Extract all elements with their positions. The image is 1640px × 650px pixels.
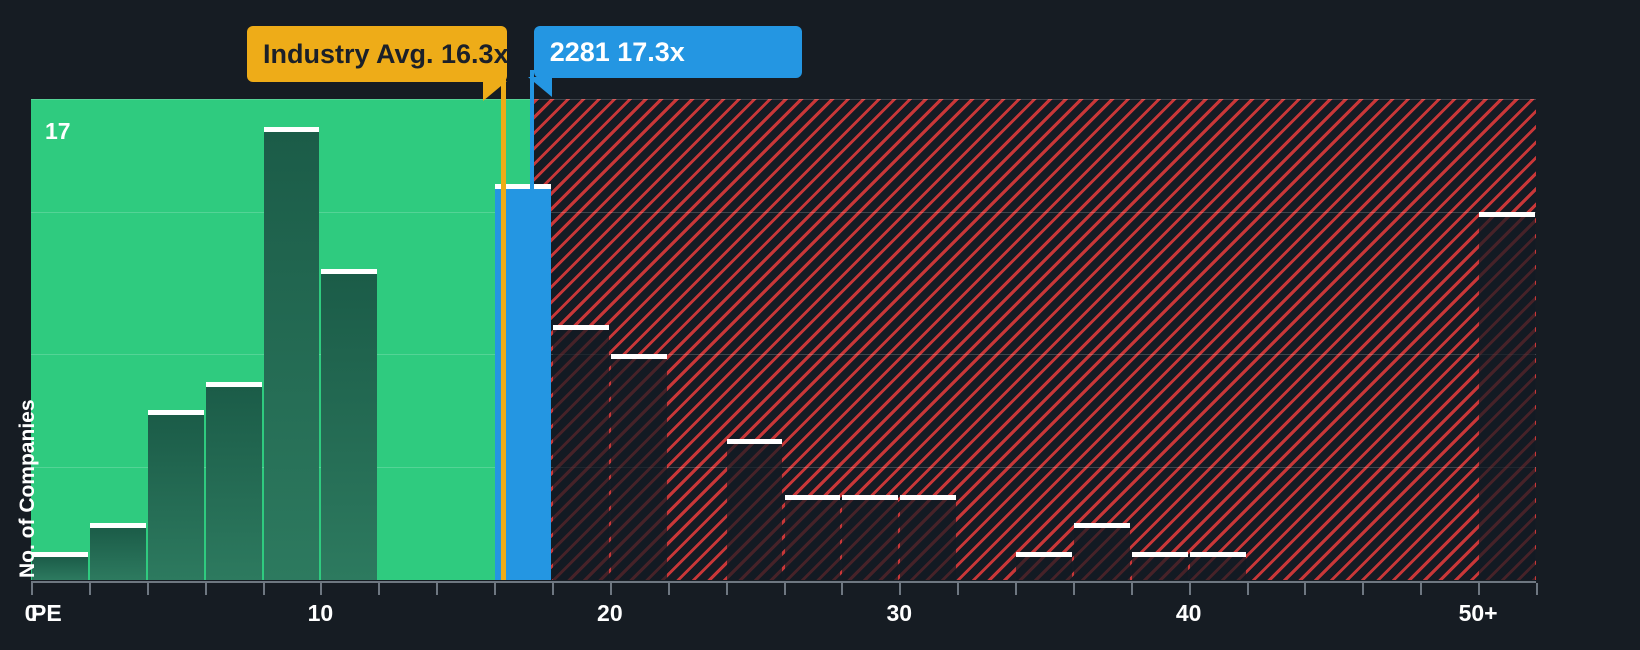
- x-tick-36: [1072, 583, 1075, 595]
- pe-axis-prefix-label: PE: [31, 600, 62, 626]
- x-axis-label-50plus: 50+: [1458, 600, 1498, 626]
- x-tick-2: [88, 583, 91, 595]
- bar-cap: [321, 268, 378, 274]
- y-axis-title: No. of Companies: [16, 399, 39, 578]
- x-tick-4: [146, 583, 149, 595]
- x-tick-10: [320, 583, 323, 595]
- bar-cap: [726, 438, 783, 444]
- bar-body: [1479, 217, 1535, 580]
- industry-average-tooltip[interactable]: Industry Avg. 16.3x: [247, 26, 509, 82]
- x-tick-30: [899, 583, 902, 595]
- bar-cap: [784, 495, 841, 501]
- bar-2-4[interactable]: [89, 523, 146, 580]
- bar-body: [89, 528, 146, 580]
- bar-cap: [1131, 551, 1188, 557]
- x-axis-label-0: 0: [24, 600, 38, 626]
- x-tick-40: [1188, 583, 1191, 595]
- bar-cap: [1189, 551, 1246, 557]
- x-axis-line: [31, 581, 1536, 583]
- x-tick-38: [1130, 583, 1133, 595]
- x-tick-8: [262, 583, 265, 595]
- bar-18-20[interactable]: [552, 325, 609, 580]
- x-tick-28: [841, 583, 844, 595]
- bar-body: [1189, 556, 1246, 580]
- x-tick-12: [378, 583, 381, 595]
- bar-cap: [552, 325, 609, 331]
- bar-cap: [263, 127, 320, 133]
- bar-cap: [1479, 212, 1535, 218]
- bar-body: [610, 358, 667, 580]
- x-tick-52: [1536, 583, 1538, 595]
- bar-30-32[interactable]: [900, 495, 957, 580]
- x-tick-44: [1304, 583, 1307, 595]
- x-tick-0: [31, 583, 33, 595]
- bar-cap: [89, 523, 146, 529]
- bar-body: [321, 273, 378, 580]
- bar-body: [32, 556, 88, 580]
- bar-body: [1131, 556, 1188, 580]
- bar-50plus[interactable]: [1479, 212, 1535, 580]
- plot-area: [31, 99, 1536, 580]
- bar-cap: [842, 495, 899, 501]
- x-tick-18: [551, 583, 554, 595]
- bar-28-30[interactable]: [842, 495, 899, 580]
- company-pe-tooltip-tail: [527, 77, 552, 97]
- company-pe-marker-line: [529, 70, 534, 580]
- expensive-zone: [531, 99, 1536, 580]
- bar-body: [900, 500, 957, 580]
- x-tick-34: [1015, 583, 1018, 595]
- x-tick-24: [725, 583, 728, 595]
- bar-body: [205, 386, 262, 580]
- bar-body: [1016, 556, 1072, 580]
- x-axis-label-10: 10: [307, 600, 334, 626]
- industry-average-marker-line: [500, 70, 506, 580]
- x-tick-14: [436, 583, 439, 595]
- bar-cap: [205, 381, 262, 387]
- bar-body: [1073, 528, 1130, 580]
- bar-10-12[interactable]: [321, 268, 378, 580]
- bar-cap: [147, 410, 204, 416]
- bar-0-2[interactable]: [32, 551, 88, 580]
- bar-24-26[interactable]: [726, 438, 783, 580]
- x-tick-6: [204, 583, 207, 595]
- bar-body: [726, 443, 783, 580]
- company-pe-tooltip[interactable]: 2281 17.3x: [533, 26, 802, 78]
- x-axis-label-20: 20: [597, 600, 623, 626]
- bar-cap: [610, 353, 667, 359]
- x-axis-label-40: 40: [1175, 600, 1202, 626]
- x-tick-16: [494, 583, 497, 595]
- y-axis-max-label: 17: [45, 118, 71, 144]
- industry-average-tooltip-tail: [482, 81, 507, 101]
- bar-cap: [32, 551, 88, 557]
- bar-body: [784, 500, 841, 580]
- x-tick-20: [609, 583, 612, 595]
- x-tick-50: [1478, 583, 1481, 595]
- bar-34-36[interactable]: [1016, 551, 1072, 580]
- bar-40-42[interactable]: [1189, 551, 1246, 580]
- bar-body: [147, 415, 204, 580]
- x-tick-48: [1420, 583, 1423, 595]
- bar-36-38[interactable]: [1073, 523, 1130, 580]
- x-tick-42: [1246, 583, 1249, 595]
- bar-series: [31, 99, 1536, 580]
- bar-cap: [495, 183, 551, 189]
- bar-body: [842, 500, 899, 580]
- bar-38-40[interactable]: [1131, 551, 1188, 580]
- x-axis-label-30: 30: [886, 600, 913, 626]
- x-tick-46: [1362, 583, 1365, 595]
- x-tick-26: [783, 583, 786, 595]
- bar-cap: [1016, 551, 1072, 557]
- x-tick-32: [957, 583, 960, 595]
- x-tick-22: [667, 583, 670, 595]
- bar-6-8[interactable]: [205, 381, 262, 580]
- bar-26-28[interactable]: [784, 495, 841, 580]
- bar-body: [263, 132, 320, 580]
- bar-8-10[interactable]: [263, 127, 320, 580]
- bar-body: [552, 330, 609, 580]
- bar-4-6[interactable]: [147, 410, 204, 580]
- bar-20-22[interactable]: [610, 353, 667, 580]
- bar-cap: [900, 495, 957, 501]
- bar-cap: [1073, 523, 1130, 529]
